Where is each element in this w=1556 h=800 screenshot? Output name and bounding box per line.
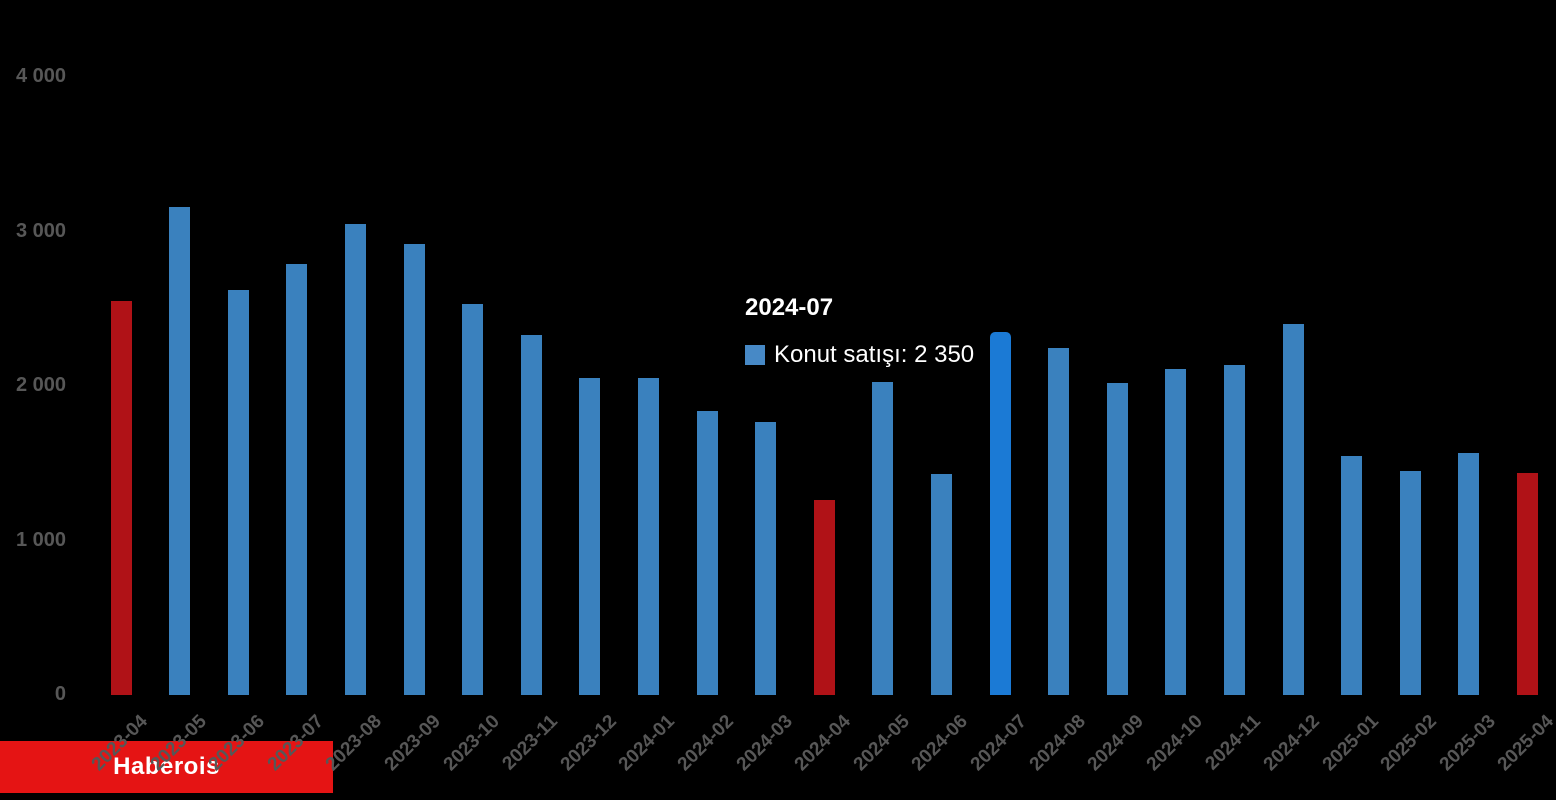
- tooltip: 2024-07 Konut satışı: 2 350: [745, 295, 974, 368]
- bar-2023-05[interactable]: [169, 207, 191, 695]
- y-axis-label-4000: 4 000: [15, 65, 66, 88]
- y-axis-label-0: 0: [54, 683, 66, 705]
- y-axis-label-2000: 2 000: [15, 374, 66, 397]
- y-axis-label-3000: 3 000: [15, 219, 66, 242]
- series-marker-icon: [745, 345, 765, 365]
- bar-2024-09[interactable]: [1106, 383, 1128, 695]
- tooltip-title: 2024-07: [745, 294, 834, 321]
- tooltip-value: Konut satışı: 2 350: [774, 341, 975, 368]
- bar-2024-01[interactable]: [637, 378, 659, 695]
- bar-2024-12[interactable]: [1282, 324, 1304, 695]
- bar-2023-06[interactable]: [227, 290, 249, 695]
- bar-2025-04[interactable]: [1516, 472, 1538, 695]
- bar-2023-11[interactable]: [520, 335, 542, 695]
- bar-2024-02[interactable]: [696, 410, 718, 695]
- bar-2024-11[interactable]: [1223, 364, 1245, 695]
- bar-2023-08[interactable]: [344, 224, 366, 695]
- bar-2023-09[interactable]: [403, 244, 425, 695]
- bar-2024-06[interactable]: [930, 474, 952, 695]
- bar-2023-12[interactable]: [579, 378, 601, 695]
- haberois-banner: Haberois: [0, 741, 333, 793]
- bar-2025-02[interactable]: [1399, 471, 1421, 695]
- bar-2025-01[interactable]: [1341, 455, 1363, 695]
- haberois-logo-text: Haberois: [113, 753, 220, 780]
- bar-2023-07[interactable]: [286, 264, 308, 695]
- bar-2023-10[interactable]: [462, 304, 484, 695]
- bar-2024-08[interactable]: [1048, 347, 1070, 695]
- bar-2024-03[interactable]: [755, 421, 777, 695]
- bar-2024-07-highlighted[interactable]: [989, 332, 1011, 695]
- bar-2023-04[interactable]: [110, 301, 132, 695]
- tooltip-row: Konut satışı: 2 350: [745, 342, 974, 368]
- y-axis-label-1000: 1 000: [15, 528, 66, 551]
- bar-2024-05[interactable]: [872, 381, 894, 695]
- bar-2024-10[interactable]: [1165, 369, 1187, 695]
- bar-2025-03[interactable]: [1458, 452, 1480, 695]
- bar-2024-04[interactable]: [813, 500, 835, 695]
